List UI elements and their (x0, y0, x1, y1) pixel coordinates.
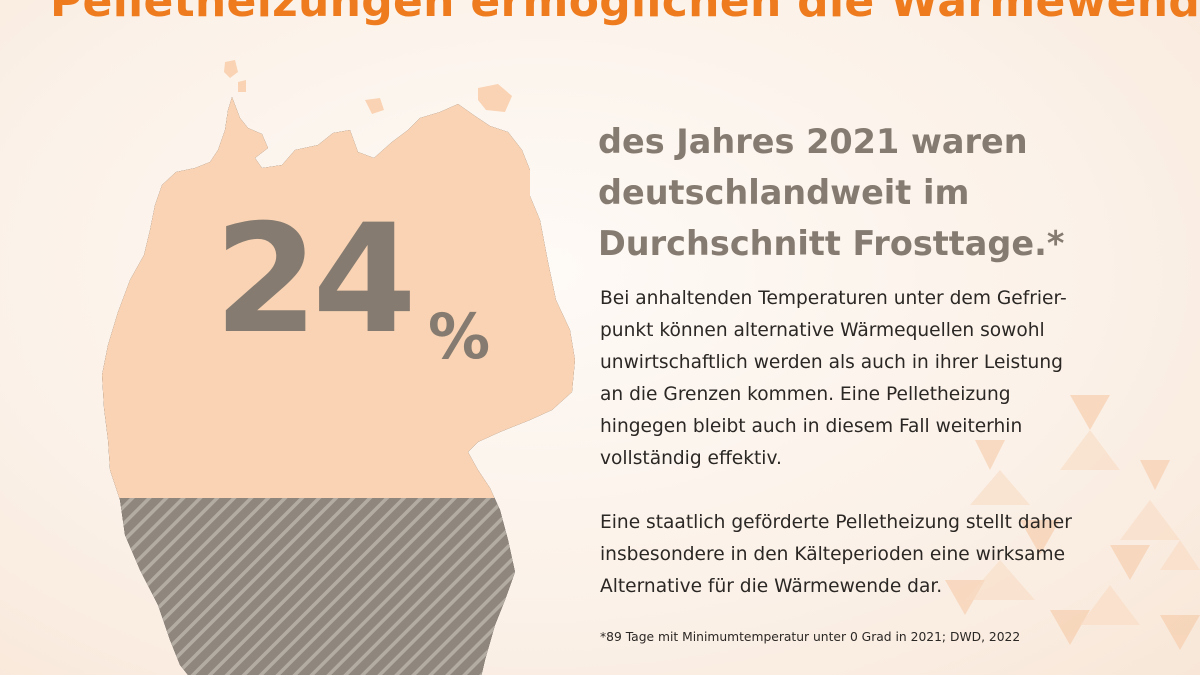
stat-value: 24 (214, 193, 417, 367)
map-island (224, 60, 238, 78)
paragraph-line: Bei anhaltenden Temperaturen unter dem G… (600, 288, 1067, 309)
germany-map (102, 60, 575, 675)
paragraph-line: Eine staatlich geförderte Pelletheizung … (600, 512, 1072, 533)
map-island (192, 166, 210, 178)
stat-unit: % (428, 300, 491, 373)
paragraph-line: hingegen bleibt auch in diesem Fall weit… (600, 416, 1023, 437)
map-island (365, 98, 384, 114)
map-island (238, 80, 246, 92)
paragraph-line: an die Grenzen kommen. Eine Pelletheizun… (600, 384, 1011, 405)
lead-line: Durchschnitt Frosttage.* (598, 224, 1065, 263)
paragraph-conclusion: Eine staatlich geförderte Pelletheizung … (600, 507, 1190, 603)
paragraph-temperatures: Bei anhaltenden Temperaturen unter dem G… (600, 283, 1190, 475)
map-island (478, 84, 512, 112)
lead-line: des Jahres 2021 waren (598, 122, 1028, 161)
footnote: *89 Tage mit Minimumtemperatur unter 0 G… (600, 630, 1021, 644)
paragraph-line: vollständig effektiv. (600, 448, 782, 469)
paragraph-line: punkt können alternative Wärmequellen so… (600, 320, 1045, 341)
lead-text: des Jahres 2021 waren deutschlandweit im… (598, 116, 1064, 269)
headline: Pelletheizungen ermöglichen die Wärmewen… (50, 0, 1200, 27)
paragraph-line: Alternative für die Wärmewende dar. (600, 576, 943, 597)
paragraph-line: unwirtschaftlich werden als auch in ihre… (600, 352, 1063, 373)
lead-line: deutschlandweit im (598, 173, 970, 212)
paragraph-line: insbesondere in den Kälteperioden eine w… (600, 544, 1066, 565)
